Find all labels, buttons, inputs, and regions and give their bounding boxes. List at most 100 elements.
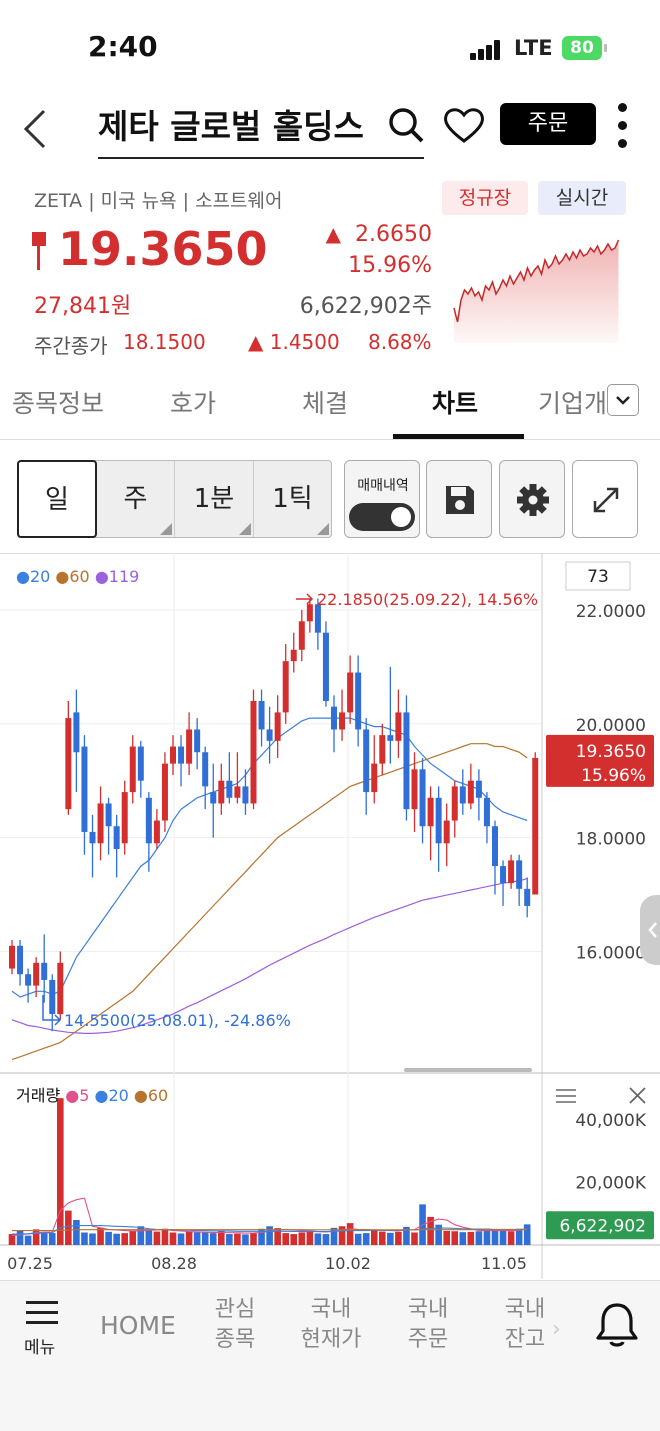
side-panel-handle[interactable] xyxy=(640,895,660,965)
hamburger-icon xyxy=(26,1301,58,1324)
close-icon xyxy=(629,1087,646,1104)
candle xyxy=(242,769,249,815)
high-annotation: 22.1850(25.09.22), 14.56% xyxy=(317,590,538,609)
candle xyxy=(475,769,482,821)
candle xyxy=(419,757,426,844)
volume-bar xyxy=(16,1230,24,1245)
fullscreen-button[interactable] xyxy=(572,460,638,538)
tab-trades[interactable]: 체결 xyxy=(302,389,349,418)
volume-bar xyxy=(81,1232,88,1245)
candle xyxy=(210,763,217,838)
more-menu-icon[interactable] xyxy=(618,103,628,149)
order-button[interactable]: 주문 xyxy=(500,103,596,145)
y-tick-label: 18.0000 xyxy=(576,830,646,850)
trade-history-toggle[interactable]: 매매내역 xyxy=(344,460,420,538)
network-label: LTE xyxy=(514,36,553,60)
tab-chart[interactable]: 차트 xyxy=(432,389,479,418)
candle xyxy=(306,598,313,633)
chevron-right-icon[interactable]: › xyxy=(552,1317,561,1342)
candle xyxy=(314,598,321,650)
ma-legend-60: ●60 xyxy=(50,567,89,586)
expand-icon xyxy=(593,487,619,513)
candle xyxy=(524,877,531,918)
tab-orderbook[interactable]: 호가 xyxy=(170,389,217,418)
corner-triangle-icon xyxy=(160,523,172,535)
change-value: 2.6650 xyxy=(355,222,432,247)
candle xyxy=(282,644,289,724)
candle xyxy=(57,951,64,1020)
chevron-down-icon[interactable] xyxy=(607,384,639,416)
bottom-navigation: 메뉴 HOME 관심 종목 국내 현재가 국내 주문 국내 잔고 › xyxy=(0,1280,660,1431)
volume-bar xyxy=(234,1233,241,1245)
volume-bar xyxy=(354,1233,362,1245)
bell-icon[interactable] xyxy=(594,1301,640,1353)
volume-bar xyxy=(411,1232,418,1245)
volume-legend-60: ●60 xyxy=(129,1086,168,1105)
period-1min[interactable]: 1분 xyxy=(175,461,254,537)
chart-area[interactable]: ●20 ●60 ●119 73 22.0000 20.0000 18.0000 16.00… xyxy=(0,553,660,1279)
tab-stock-info[interactable]: 종목정보 xyxy=(12,389,105,418)
active-tab-indicator xyxy=(393,434,524,439)
nav-home[interactable]: HOME xyxy=(100,1311,176,1340)
candle xyxy=(427,786,434,861)
period-1tick[interactable]: 1틱 xyxy=(254,461,331,537)
current-price-tag xyxy=(546,734,654,787)
volume-bar xyxy=(32,1229,40,1245)
volume-bar xyxy=(483,1228,491,1245)
menu-button[interactable]: 메뉴 xyxy=(24,1299,64,1358)
weekly-change-value: 1.4500 xyxy=(269,330,340,354)
header: 제타 글로벌 홀딩스 주문 xyxy=(0,95,660,165)
floppy-disk-icon xyxy=(446,486,474,514)
search-icon[interactable] xyxy=(386,105,426,149)
tab-company[interactable]: 기업개 xyxy=(538,389,608,418)
candle xyxy=(170,735,176,775)
vol_ma20-line xyxy=(12,1225,528,1235)
heart-icon[interactable] xyxy=(442,105,486,149)
candle xyxy=(403,695,410,821)
ma60-line xyxy=(11,743,528,1061)
nav-domestic-balance[interactable]: 국내 잔고 xyxy=(500,1295,550,1355)
volume-bar xyxy=(387,1232,394,1245)
period-week[interactable]: 주 xyxy=(97,461,175,537)
status-time: 2:40 xyxy=(88,30,158,63)
period-selector: 일 주 1분 1틱 xyxy=(17,460,332,538)
volume-bar xyxy=(226,1234,233,1245)
volume-bar xyxy=(403,1226,410,1245)
candle xyxy=(202,746,209,810)
save-button[interactable] xyxy=(426,460,492,538)
candle xyxy=(17,940,24,986)
volume-bar xyxy=(250,1232,257,1245)
volume-bar xyxy=(193,1232,201,1245)
nav-price-line1: 국내 xyxy=(310,1297,352,1322)
candle xyxy=(266,706,273,764)
candle xyxy=(379,723,386,775)
period-day[interactable]: 일 xyxy=(17,460,97,538)
settings-button[interactable] xyxy=(499,460,565,538)
nav-watchlist[interactable]: 관심 종목 xyxy=(210,1295,260,1355)
volume-bar xyxy=(282,1233,289,1245)
intraday-sparkline xyxy=(450,230,625,345)
candle xyxy=(178,735,185,787)
low-arrow-icon xyxy=(42,995,62,1026)
current-price-value: 19.3650 xyxy=(576,742,646,762)
stock-tabs: 종목정보 호가 체결 차트 기업개 xyxy=(0,370,660,440)
candlestick-chart[interactable]: ●20 ●60 ●119 73 22.0000 20.0000 18.0000 16.00… xyxy=(0,553,660,1279)
nav-domestic-price[interactable]: 국내 현재가 xyxy=(296,1295,366,1355)
stock-title[interactable]: 제타 글로벌 홀딩스 xyxy=(98,99,424,159)
volume-bar xyxy=(523,1224,531,1245)
y-tick-label: 20.0000 xyxy=(576,716,646,736)
nav-domestic-order[interactable]: 국내 주문 xyxy=(403,1295,453,1355)
horizontal-scrollbar xyxy=(404,1068,532,1072)
volume-bar xyxy=(209,1233,217,1245)
toggle-switch[interactable] xyxy=(349,503,415,531)
price-change: ▲ 2.6650 xyxy=(312,222,432,247)
y-tick-label: 16.0000 xyxy=(576,943,646,963)
weekly-percent: 8.68% xyxy=(368,330,432,354)
volume-bar xyxy=(346,1223,354,1245)
nav-balance-line1: 국내 xyxy=(504,1297,546,1322)
nav-watchlist-line1: 관심 xyxy=(214,1297,256,1322)
nav-order-line2: 주문 xyxy=(407,1327,449,1352)
current-volume-tag xyxy=(546,1211,654,1240)
candle xyxy=(226,752,233,804)
back-icon[interactable] xyxy=(20,107,50,161)
